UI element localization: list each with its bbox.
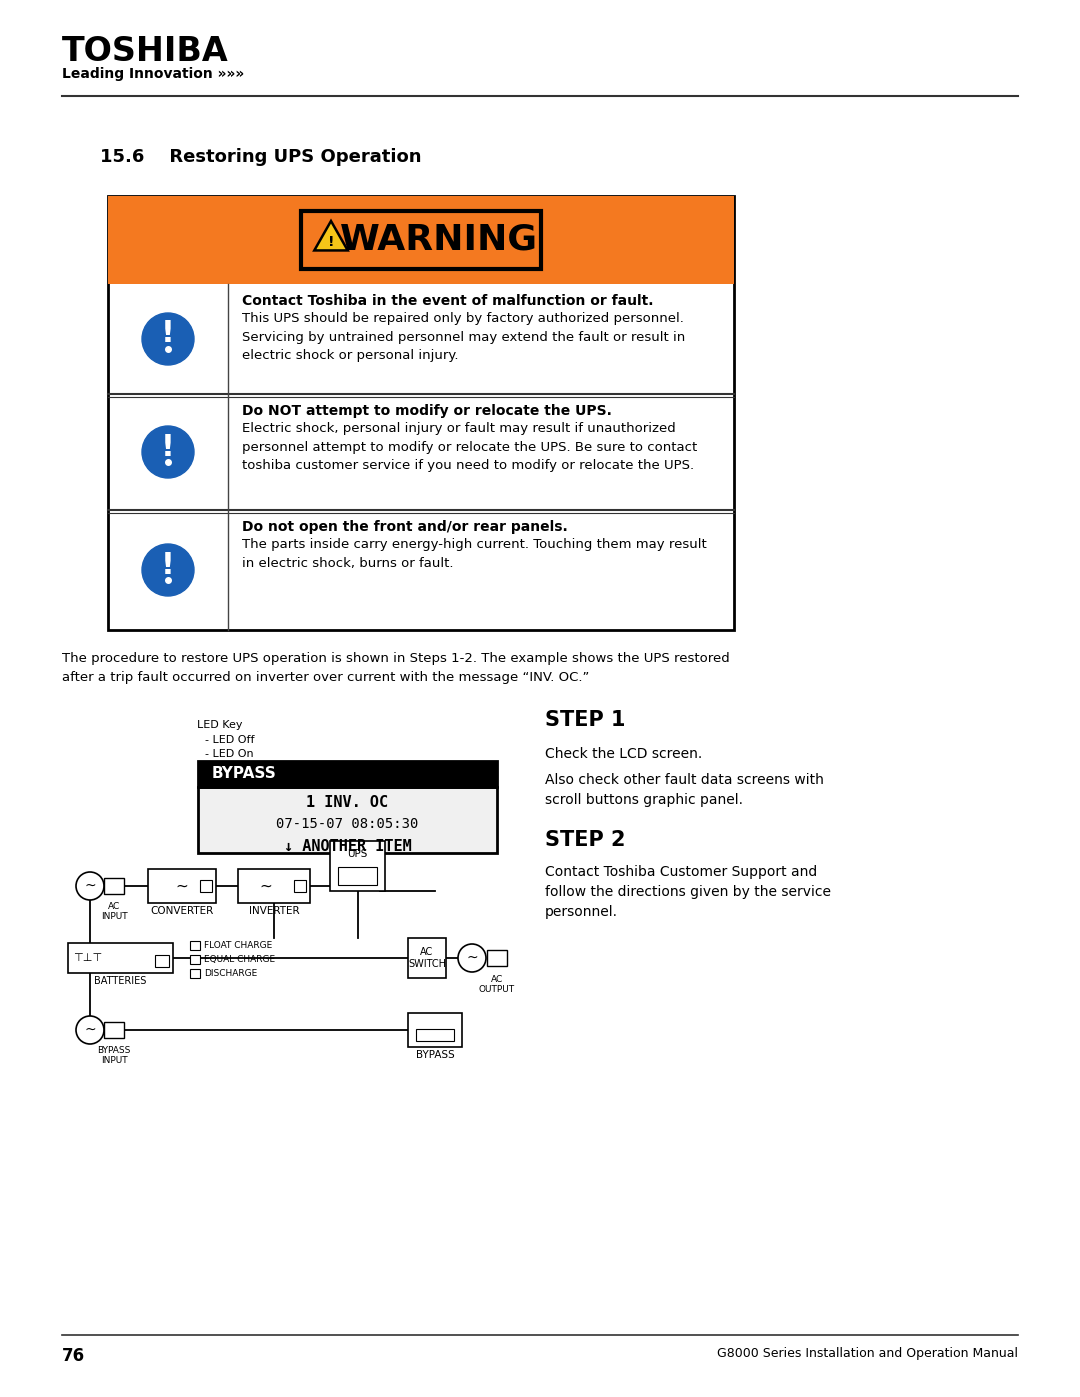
Text: ~: ~ — [259, 879, 272, 894]
Text: Electric shock, personal injury or fault may result if unauthorized
personnel at: Electric shock, personal injury or fault… — [242, 422, 698, 472]
Text: This UPS should be repaired only by factory authorized personnel.
Servicing by u: This UPS should be repaired only by fact… — [242, 312, 685, 362]
Text: AC
OUTPUT: AC OUTPUT — [478, 975, 515, 995]
Text: !: ! — [161, 550, 175, 580]
Text: ⊤⊥⊤: ⊤⊥⊤ — [73, 953, 103, 963]
Bar — [104, 877, 124, 894]
Text: !: ! — [327, 235, 334, 249]
Bar — [294, 880, 306, 893]
Text: AC
SWITCH: AC SWITCH — [408, 947, 446, 970]
Circle shape — [141, 543, 194, 597]
Circle shape — [76, 872, 104, 900]
Text: Do NOT attempt to modify or relocate the UPS.: Do NOT attempt to modify or relocate the… — [242, 404, 612, 418]
Bar — [238, 869, 310, 902]
Bar — [198, 787, 497, 854]
Text: The parts inside carry energy-high current. Touching them may result
in electric: The parts inside carry energy-high curre… — [242, 538, 706, 570]
Text: Leading Innovation »»»: Leading Innovation »»» — [62, 67, 244, 81]
Text: ~: ~ — [176, 879, 188, 894]
Text: CONVERTER: CONVERTER — [150, 907, 214, 916]
Bar — [108, 196, 734, 284]
Text: UPS: UPS — [348, 849, 367, 859]
Bar — [301, 211, 541, 270]
Text: LED Key: LED Key — [197, 719, 243, 731]
Text: Contact Toshiba Customer Support and
follow the directions given by the service
: Contact Toshiba Customer Support and fol… — [545, 865, 831, 919]
Text: BATTERIES: BATTERIES — [94, 977, 147, 986]
Circle shape — [141, 313, 194, 365]
Text: STEP 2: STEP 2 — [545, 830, 625, 849]
Text: FLOAT CHARGE: FLOAT CHARGE — [204, 942, 272, 950]
Bar — [68, 943, 173, 972]
Text: BYPASS: BYPASS — [416, 1051, 455, 1060]
Bar — [190, 970, 200, 978]
Text: !: ! — [161, 433, 175, 461]
Bar — [190, 942, 200, 950]
Text: 15.6    Restoring UPS Operation: 15.6 Restoring UPS Operation — [100, 148, 421, 166]
Bar — [104, 1023, 124, 1038]
Text: STEP 1: STEP 1 — [545, 710, 625, 731]
Bar — [156, 956, 168, 967]
Text: 07-15-07 08:05:30: 07-15-07 08:05:30 — [276, 817, 419, 831]
Polygon shape — [314, 221, 348, 250]
Text: Check the LCD screen.: Check the LCD screen. — [545, 747, 702, 761]
Bar — [487, 950, 507, 965]
Text: 76: 76 — [62, 1347, 85, 1365]
Bar — [338, 868, 377, 886]
Text: G8000 Series Installation and Operation Manual: G8000 Series Installation and Operation … — [717, 1347, 1018, 1361]
Bar — [198, 761, 497, 787]
Text: Contact Toshiba in the event of malfunction or fault.: Contact Toshiba in the event of malfunct… — [242, 293, 653, 307]
Bar — [408, 937, 446, 978]
Bar — [416, 1030, 454, 1041]
Text: The procedure to restore UPS operation is shown in Steps 1-2. The example shows : The procedure to restore UPS operation i… — [62, 652, 730, 685]
Text: AC
INPUT: AC INPUT — [100, 902, 127, 922]
Text: !: ! — [161, 320, 175, 348]
Text: ~: ~ — [84, 1023, 96, 1037]
Text: ~: ~ — [84, 879, 96, 893]
Text: WARNING: WARNING — [340, 224, 538, 257]
Bar — [200, 880, 212, 893]
Bar — [330, 841, 384, 891]
Bar — [148, 869, 216, 902]
Text: ↓ ANOTHER ITEM: ↓ ANOTHER ITEM — [284, 840, 411, 854]
Text: - LED Off: - LED Off — [205, 735, 255, 745]
Text: ~: ~ — [467, 951, 477, 965]
Text: Also check other fault data screens with
scroll buttons graphic panel.: Also check other fault data screens with… — [545, 773, 824, 807]
Text: DISCHARGE: DISCHARGE — [204, 970, 257, 978]
Text: EQUAL CHARGE: EQUAL CHARGE — [204, 956, 275, 964]
Bar — [108, 196, 734, 630]
Bar — [408, 1013, 462, 1046]
Text: Do not open the front and/or rear panels.: Do not open the front and/or rear panels… — [242, 520, 568, 534]
Circle shape — [141, 426, 194, 478]
Text: INVERTER: INVERTER — [248, 907, 299, 916]
Circle shape — [76, 1016, 104, 1044]
Text: BYPASS: BYPASS — [212, 767, 276, 781]
Bar — [190, 956, 200, 964]
Text: - LED On: - LED On — [205, 749, 254, 759]
Text: TOSHIBA: TOSHIBA — [62, 35, 229, 68]
Circle shape — [458, 944, 486, 972]
Text: 1 INV. OC: 1 INV. OC — [307, 795, 389, 810]
Text: BYPASS
INPUT: BYPASS INPUT — [97, 1046, 131, 1066]
